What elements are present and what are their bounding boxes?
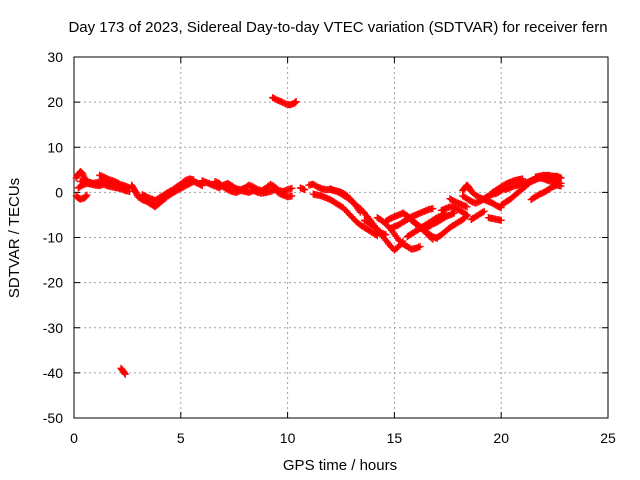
data-point	[557, 182, 565, 190]
y-tick-label: -40	[43, 365, 63, 381]
chart-title: Day 173 of 2023, Sidereal Day-to-day VTE…	[68, 19, 607, 36]
data-point	[462, 210, 470, 218]
y-tick-label: 10	[47, 139, 63, 155]
data-point	[356, 208, 364, 216]
data-point	[479, 208, 487, 216]
y-tick-label: 20	[47, 94, 63, 110]
x-tick-label: 25	[600, 430, 616, 446]
data-point	[416, 243, 424, 251]
data-point	[301, 186, 309, 194]
x-axis: 0 5 10 15 20 25	[70, 57, 616, 446]
x-tick-label: 0	[70, 430, 78, 446]
data-point	[480, 207, 488, 215]
data-point	[557, 174, 565, 182]
data-point	[82, 192, 90, 200]
y-tick-label: -10	[43, 230, 63, 246]
grid-lines	[74, 57, 608, 418]
y-tick-label: -30	[43, 320, 63, 336]
y-axis: 30 20 10 0 -10 -20 -30 -40 -50	[43, 49, 608, 426]
data-point	[83, 191, 91, 199]
x-tick-label: 20	[493, 430, 509, 446]
y-tick-label: 0	[55, 184, 63, 200]
data-point	[288, 184, 296, 192]
data-point	[429, 235, 437, 243]
data-point	[292, 98, 300, 106]
data-point	[197, 181, 205, 189]
x-axis-label: GPS time / hours	[283, 457, 397, 474]
data-point	[429, 205, 437, 213]
data-point	[121, 369, 129, 377]
y-axis-label: SDTVAR / TECUs	[6, 178, 23, 298]
data-points	[72, 94, 565, 378]
y-tick-label: -50	[43, 410, 63, 426]
data-point	[463, 211, 471, 219]
x-tick-label: 10	[280, 430, 296, 446]
x-tick-label: 15	[387, 430, 403, 446]
data-point	[190, 176, 198, 184]
y-tick-label: -20	[43, 275, 63, 291]
data-point	[288, 192, 296, 200]
data-point	[121, 370, 129, 378]
x-tick-label: 5	[177, 430, 185, 446]
y-tick-label: 30	[47, 49, 63, 65]
data-point	[463, 203, 471, 211]
data-point	[497, 216, 505, 224]
